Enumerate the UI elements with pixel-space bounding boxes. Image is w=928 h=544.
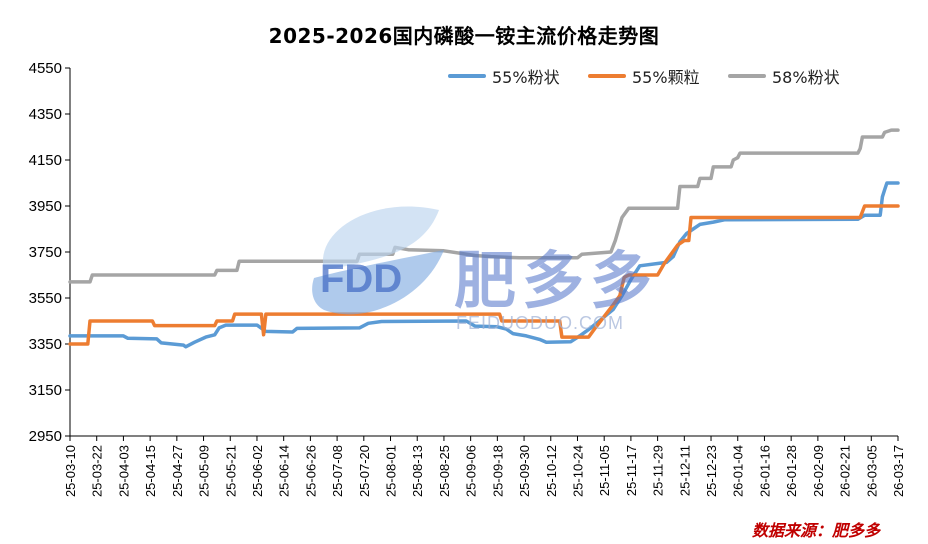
y-tick-label: 3150 xyxy=(29,382,62,399)
x-tick-label: 25-07-20 xyxy=(357,445,372,497)
x-tick-label: 25-05-09 xyxy=(197,445,212,497)
legend-item-1: 55%颗粒 xyxy=(588,64,700,88)
y-tick-label: 3350 xyxy=(29,336,62,353)
x-tick-label: 26-03-05 xyxy=(864,445,879,497)
series-line-2 xyxy=(68,128,900,284)
x-tick-label: 25-09-06 xyxy=(464,445,479,497)
axes: 2950 3150 3350 3550 3750 3950 4150 4350 4550 25-0… xyxy=(29,60,906,497)
series-line-1 xyxy=(68,204,900,346)
source-note: 数据来源：肥多多 xyxy=(751,521,880,540)
watermark-logo-icon: FDD xyxy=(312,206,444,315)
x-tick-label: 25-08-13 xyxy=(410,445,425,497)
x-tick-label: 25-08-25 xyxy=(437,445,452,497)
y-tick-label: 2950 xyxy=(29,428,62,445)
x-tick-label: 26-01-04 xyxy=(731,445,746,497)
legend-label-2: 58%粉状 xyxy=(772,68,840,87)
legend-label-1: 55%颗粒 xyxy=(632,68,700,87)
watermark-subtext: FEIDUODUO.COM xyxy=(456,313,624,333)
legend-swatch-2 xyxy=(728,74,766,78)
chart-title: 2025-2026国内磷酸一铵主流价格走势图 xyxy=(268,24,660,48)
x-tick-label: 25-11-17 xyxy=(624,445,639,496)
legend-item-0: 55%粉状 xyxy=(448,64,560,88)
x-tick-label: 25-03-10 xyxy=(63,445,78,497)
x-tick-label: 25-12-11 xyxy=(677,445,692,496)
y-tick-label: 3550 xyxy=(29,290,62,307)
legend-swatch-1 xyxy=(588,74,626,78)
y-tick-label: 4550 xyxy=(29,60,62,77)
x-tick-label: 25-06-26 xyxy=(303,445,318,497)
x-tick-label: 25-04-03 xyxy=(116,445,131,497)
x-tick-label: 25-10-12 xyxy=(544,445,559,497)
x-tick-label: 25-09-30 xyxy=(517,445,532,497)
x-tick-label: 25-06-02 xyxy=(250,445,265,497)
x-tick-label: 25-09-18 xyxy=(490,445,505,497)
x-tick-label: 25-05-21 xyxy=(223,445,238,497)
y-tick-label: 4150 xyxy=(29,152,62,169)
x-tick-label: 26-01-28 xyxy=(784,445,799,497)
x-tick-label: 25-04-15 xyxy=(143,445,158,497)
series-line-0 xyxy=(68,181,900,349)
watermark-text: 肥多多 xyxy=(454,244,659,317)
y-tick-label: 3750 xyxy=(29,244,62,261)
y-tick-label: 3950 xyxy=(29,198,62,215)
x-tick-label: 26-02-09 xyxy=(811,445,826,497)
x-tick-label: 26-02-21 xyxy=(838,445,853,497)
x-tick-label: 25-11-05 xyxy=(597,445,612,496)
x-tick-label: 25-04-27 xyxy=(170,445,185,497)
x-tick-label: 26-01-16 xyxy=(757,445,772,497)
legend-label-0: 55%粉状 xyxy=(492,68,560,87)
x-tick-label: 25-10-24 xyxy=(570,445,585,497)
y-tick-label: 4350 xyxy=(29,106,62,123)
x-tick-label: 25-06-14 xyxy=(277,445,292,497)
x-tick-label: 26-03-17 xyxy=(891,445,906,497)
legend-item-2: 58%粉状 xyxy=(728,64,840,88)
x-tick-label: 25-08-01 xyxy=(384,445,399,497)
legend-swatch-0 xyxy=(448,74,486,78)
series-layer xyxy=(68,128,900,349)
x-tick-label: 25-11-29 xyxy=(651,445,666,496)
x-tick-label: 25-12-23 xyxy=(704,445,719,497)
x-tick-label: 25-03-22 xyxy=(90,445,105,497)
x-tick-label: 25-07-08 xyxy=(330,445,345,497)
svg-text:FDD: FDD xyxy=(320,257,402,301)
